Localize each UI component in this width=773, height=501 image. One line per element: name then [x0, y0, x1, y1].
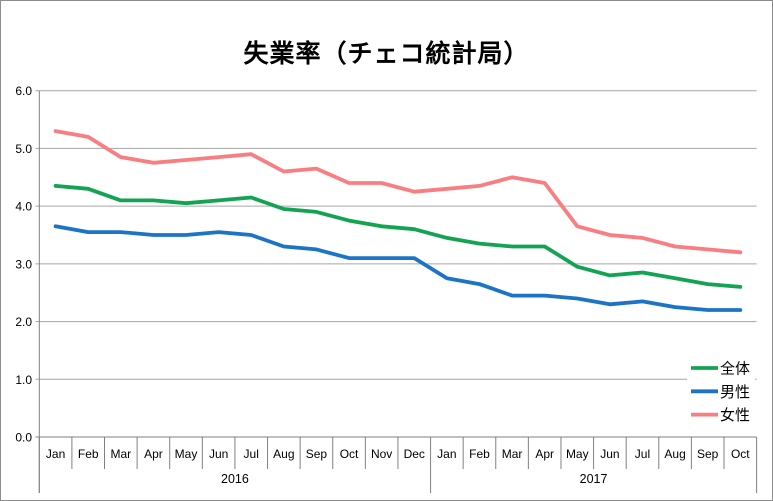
- month-label: Oct: [340, 447, 359, 461]
- chart-title: 失業率（チェコ統計局）: [243, 40, 530, 68]
- legend-label-total: 全体: [720, 360, 750, 378]
- month-label: Aug: [273, 447, 294, 461]
- month-label: Jan: [46, 447, 65, 461]
- month-label: Aug: [664, 447, 685, 461]
- year-label: 2016: [221, 472, 249, 486]
- month-label: May: [566, 447, 589, 461]
- month-label: Nov: [371, 447, 392, 461]
- month-label: Mar: [110, 447, 131, 461]
- gridlines: [35, 90, 757, 380]
- legend-label-female: 女性: [720, 406, 750, 424]
- legend-item-total: 全体: [691, 360, 750, 378]
- y-tick-label: 0.0: [15, 431, 32, 445]
- legend-item-female: 女性: [691, 406, 750, 424]
- year-labels: 2016 2017: [221, 472, 608, 486]
- y-tick-label: 3.0: [15, 257, 32, 271]
- year-label: 2017: [580, 472, 608, 486]
- month-label: Dec: [404, 447, 425, 461]
- month-label: Jan: [437, 447, 456, 461]
- month-label: Mar: [502, 447, 523, 461]
- y-tick-label: 1.0: [15, 373, 32, 387]
- series-line-male: [53, 224, 743, 312]
- month-label: May: [175, 447, 198, 461]
- y-tick-label: 2.0: [15, 315, 32, 329]
- month-labels: Jan Feb Mar Apr May Jun Jul Aug Sep Oct Nov Dec Jan F…: [46, 447, 750, 461]
- month-label: Jul: [635, 447, 650, 461]
- y-axis-labels: 0.0 1.0 2.0 3.0 4.0 5.0 6.0: [15, 84, 32, 444]
- month-label: Feb: [78, 447, 99, 461]
- legend-item-male: 男性: [691, 384, 750, 401]
- month-label: Apr: [535, 447, 554, 461]
- y-tick-label: 5.0: [15, 142, 32, 156]
- series-line-female: [53, 129, 743, 255]
- month-label: Jul: [244, 447, 259, 461]
- month-label: Sep: [697, 447, 719, 461]
- month-label: Oct: [731, 447, 750, 461]
- month-label: Sep: [306, 447, 328, 461]
- y-tick-label: 6.0: [15, 84, 32, 98]
- y-tick-label: 4.0: [15, 200, 32, 214]
- month-label: Jun: [600, 447, 619, 461]
- axes: [35, 90, 758, 493]
- series-line-total: [53, 183, 743, 289]
- month-label: Jun: [209, 447, 228, 461]
- legend-label-male: 男性: [720, 384, 750, 401]
- month-label: Apr: [144, 447, 163, 461]
- month-label: Feb: [469, 447, 490, 461]
